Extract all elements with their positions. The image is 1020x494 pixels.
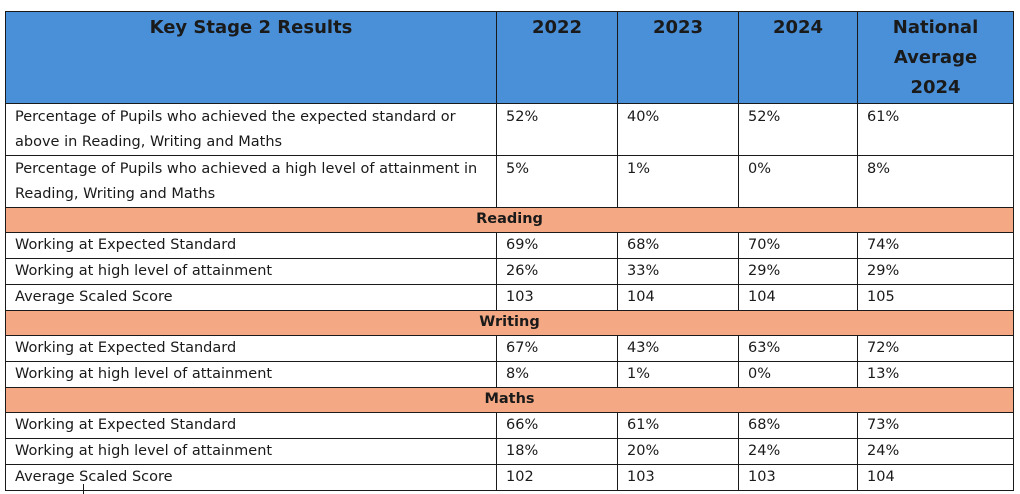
cell-2023: 40% xyxy=(617,103,739,156)
row-label: Working at Expected Standard xyxy=(5,232,497,259)
cell-national: 8% xyxy=(857,155,1014,208)
cell-2023: 103 xyxy=(617,464,739,491)
cell-national: 104 xyxy=(857,464,1014,491)
section-heading-maths: Maths xyxy=(5,387,1014,413)
cell-2024: 0% xyxy=(738,361,858,388)
row-label: Working at high level of attainment xyxy=(5,361,497,388)
cell-national: 105 xyxy=(857,284,1014,311)
section-title: Writing xyxy=(5,310,1014,336)
cell-2024: 52% xyxy=(738,103,858,156)
cell-2024: 104 xyxy=(738,284,858,311)
header-2023: 2023 xyxy=(617,11,739,104)
cell-2023: 68% xyxy=(617,232,739,259)
table-row: Working at Expected Standard 69% 68% 70%… xyxy=(5,232,1014,259)
cell-national: 29% xyxy=(857,258,1014,285)
row-label: Average Scaled Score xyxy=(5,284,497,311)
row-label: Working at high level of attainment xyxy=(5,438,497,465)
cell-2024: 70% xyxy=(738,232,858,259)
cell-national: 74% xyxy=(857,232,1014,259)
cell-national: 73% xyxy=(857,412,1014,439)
cell-2024: 29% xyxy=(738,258,858,285)
table-row: Working at high level of attainment 18% … xyxy=(5,438,1014,465)
cell-2023: 104 xyxy=(617,284,739,311)
section-heading-reading: Reading xyxy=(5,207,1014,233)
cell-2024: 24% xyxy=(738,438,858,465)
cell-2024: 63% xyxy=(738,335,858,362)
table-header: Key Stage 2 Results 2022 2023 2024 Natio… xyxy=(5,11,1014,104)
cell-2023: 61% xyxy=(617,412,739,439)
row-label: Working at Expected Standard xyxy=(5,412,497,439)
row-label: Percentage of Pupils who achieved the ex… xyxy=(5,103,497,156)
row-label: Working at high level of attainment xyxy=(5,258,497,285)
cell-2023: 20% xyxy=(617,438,739,465)
cell-2022: 18% xyxy=(496,438,618,465)
table-row: Working at high level of attainment 26% … xyxy=(5,258,1014,285)
row-label: Percentage of Pupils who achieved a high… xyxy=(5,155,497,208)
table-row: Average Scaled Score 103 104 104 105 xyxy=(5,284,1014,311)
cursor-line xyxy=(83,484,84,494)
cell-2022: 5% xyxy=(496,155,618,208)
header-2024: 2024 xyxy=(738,11,858,104)
cell-2022: 103 xyxy=(496,284,618,311)
header-national-average: National Average 2024 xyxy=(857,11,1014,104)
cell-2023: 1% xyxy=(617,361,739,388)
cell-2022: 67% xyxy=(496,335,618,362)
row-label: Average Scaled Score xyxy=(5,464,497,491)
table-row: Average Scaled Score 102 103 103 104 xyxy=(5,464,1014,491)
header-2022: 2022 xyxy=(496,11,618,104)
row-label: Working at Expected Standard xyxy=(5,335,497,362)
cell-national: 24% xyxy=(857,438,1014,465)
cell-2024: 0% xyxy=(738,155,858,208)
table-row: Working at Expected Standard 66% 61% 68%… xyxy=(5,412,1014,439)
cell-2022: 52% xyxy=(496,103,618,156)
section-title: Reading xyxy=(5,207,1014,233)
cell-2024: 68% xyxy=(738,412,858,439)
header-row: Key Stage 2 Results 2022 2023 2024 Natio… xyxy=(5,11,1014,104)
cell-national: 13% xyxy=(857,361,1014,388)
header-title: Key Stage 2 Results xyxy=(5,11,497,104)
table-row: Percentage of Pupils who achieved a high… xyxy=(5,155,1014,208)
cell-2024: 103 xyxy=(738,464,858,491)
cell-national: 61% xyxy=(857,103,1014,156)
cell-2022: 69% xyxy=(496,232,618,259)
section-title: Maths xyxy=(5,387,1014,413)
cell-2023: 33% xyxy=(617,258,739,285)
ks2-results-table: Key Stage 2 Results 2022 2023 2024 Natio… xyxy=(5,11,1014,491)
section-heading-writing: Writing xyxy=(5,310,1014,336)
table-row: Working at Expected Standard 67% 43% 63%… xyxy=(5,335,1014,362)
cell-2022: 8% xyxy=(496,361,618,388)
table-row: Percentage of Pupils who achieved the ex… xyxy=(5,103,1014,156)
table-row: Working at high level of attainment 8% 1… xyxy=(5,361,1014,388)
cell-2022: 102 xyxy=(496,464,618,491)
cell-2022: 26% xyxy=(496,258,618,285)
cell-national: 72% xyxy=(857,335,1014,362)
cell-2022: 66% xyxy=(496,412,618,439)
cell-2023: 43% xyxy=(617,335,739,362)
cell-2023: 1% xyxy=(617,155,739,208)
